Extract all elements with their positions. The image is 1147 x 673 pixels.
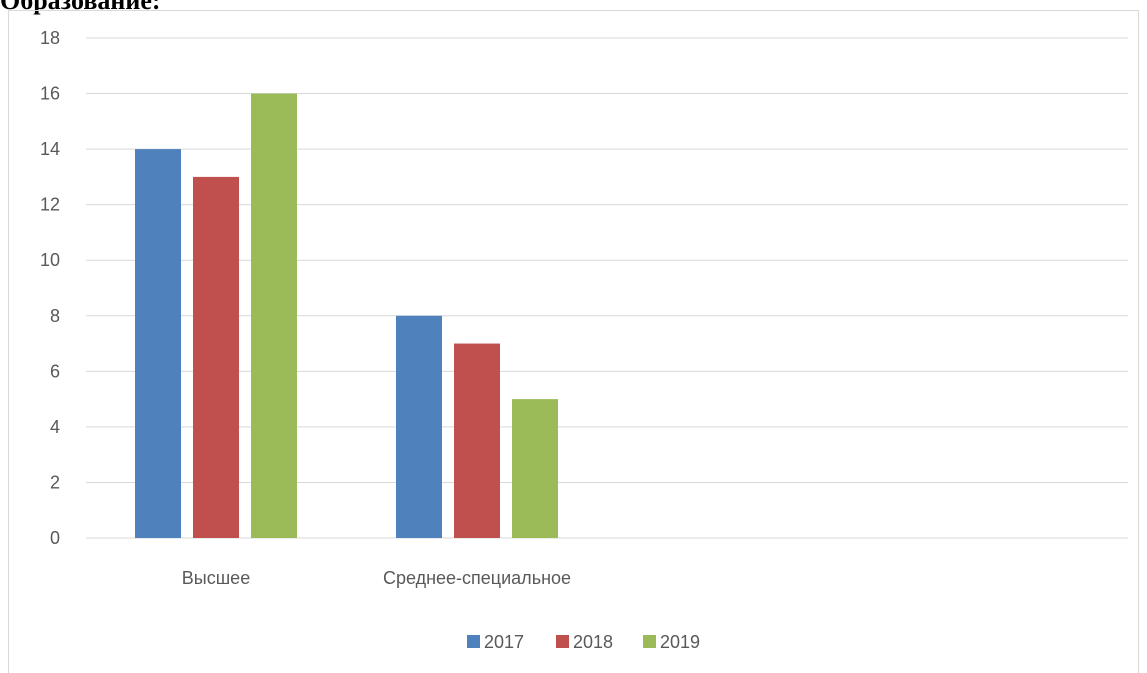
bar-2019-1 [251,93,297,539]
y-tick-label: 0 [50,528,60,548]
legend-label: 2018 [573,632,613,652]
bar-2018-2 [454,343,500,538]
legend-swatch [556,635,569,648]
y-tick-label: 18 [40,28,60,48]
y-tick-label: 4 [50,417,60,437]
legend-label: 2019 [660,632,700,652]
bar-2017-1 [135,149,181,538]
y-tick-label: 6 [50,361,60,381]
y-tick-label: 12 [40,195,60,215]
bar-2018-1 [193,176,239,538]
bar-2017-2 [396,315,442,538]
legend-swatch [643,635,656,648]
y-tick-label: 16 [40,84,60,104]
y-tick-label: 2 [50,472,60,492]
x-category-label: Высшее [182,568,250,588]
x-category-label: Среднее-специальное [383,568,571,588]
legend-swatch [467,635,480,648]
bar-2019-2 [512,399,558,538]
page-title: Образование: [0,0,161,15]
y-tick-label: 8 [50,306,60,326]
chart-frame [8,10,1139,673]
legend-label: 2017 [484,632,524,652]
legend-item-2019: 2019 [643,632,700,652]
y-tick-label: 14 [40,139,60,159]
y-tick-label: 10 [40,250,60,270]
legend-item-2018: 2018 [556,632,613,652]
legend-item-2017: 2017 [467,632,524,652]
